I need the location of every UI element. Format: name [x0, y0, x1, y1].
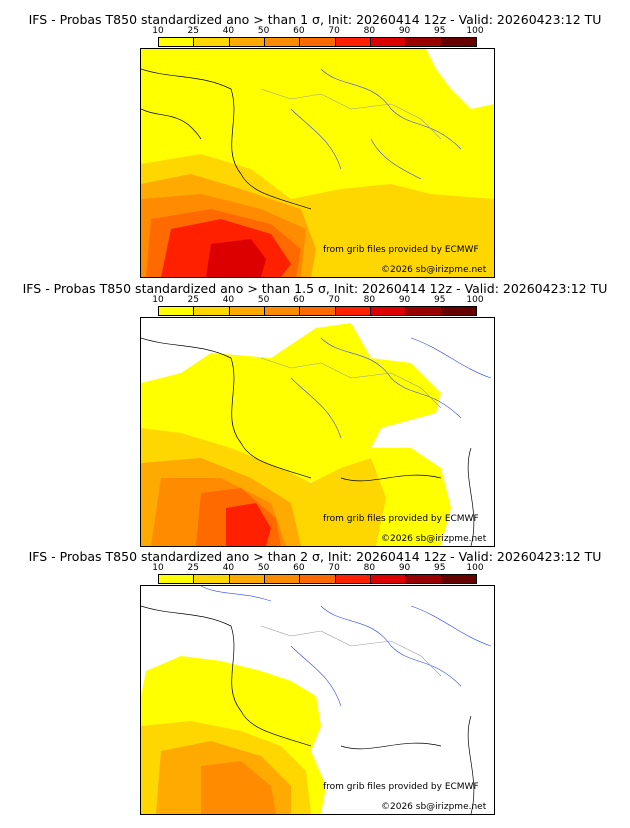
colorbar-tick-label: 25: [187, 563, 199, 573]
colorbar-segment: [264, 38, 301, 46]
colorbar-segment: [335, 38, 371, 46]
probability-map[interactable]: from grib files provided by ECMWF ©2026 …: [140, 48, 495, 278]
colorbar-segment: [406, 38, 442, 46]
colorbar-segment: [370, 307, 407, 315]
colorbar-segment: [159, 307, 195, 315]
colorbar-segment: [441, 307, 476, 315]
colorbar-tick-label: 100: [466, 295, 484, 305]
colorbar-segment: [194, 307, 230, 315]
source-credit: from grib files provided by ECMWF: [323, 245, 479, 255]
colorbar-tick-label: 40: [222, 563, 235, 573]
colorbar-tick-label: 25: [187, 295, 199, 305]
colorbar-segment: [335, 307, 371, 315]
panel-title: IFS - Probas T850 standardized ano > tha…: [22, 281, 608, 296]
panel-2sigma: IFS - Probas T850 standardized ano > tha…: [0, 549, 630, 819]
panel-title: IFS - Probas T850 standardized ano > tha…: [28, 12, 602, 27]
colorbar-tick-label: 10: [152, 295, 164, 305]
colorbar-tick-label: 40: [222, 295, 235, 305]
copyright-credit: ©2026 sb@irizpme.net: [381, 802, 487, 812]
colorbar-segment: [406, 575, 442, 583]
colorbar-tick-label: 10: [152, 563, 164, 573]
colorbar-tick-label: 50: [257, 563, 270, 573]
colorbar-segment: [370, 575, 407, 583]
colorbar-segment: [194, 575, 230, 583]
colorbar-tick-label: 40: [222, 26, 235, 36]
colorbar-tick-label: 80: [363, 563, 376, 573]
colorbar-ticks: 10 25 40 50 60 70 80 90 95 100: [152, 295, 483, 305]
colorbar-segment: [441, 38, 476, 46]
colorbar-segment: [441, 575, 476, 583]
colorbar-segment: [406, 307, 442, 315]
colorbar-segment: [370, 38, 407, 46]
colorbar-tick-label: 50: [257, 295, 270, 305]
colorbar-tick-label: 80: [363, 26, 376, 36]
source-credit: from grib files provided by ECMWF: [323, 782, 479, 792]
colorbar-legend: [158, 306, 477, 316]
colorbar-tick-label: 100: [466, 26, 484, 36]
colorbar-ticks: 10 25 40 50 60 70 80 90 95 100: [152, 563, 483, 573]
colorbar-tick-label: 25: [187, 26, 199, 36]
panel-1sigma: IFS - Probas T850 standardized ano > tha…: [0, 12, 630, 282]
colorbar-tick-label: 60: [293, 295, 305, 305]
colorbar-segment: [300, 575, 336, 583]
source-credit: from grib files provided by ECMWF: [323, 514, 479, 524]
colorbar-tick-label: 90: [398, 563, 411, 573]
colorbar-legend: [158, 574, 477, 584]
probability-map[interactable]: from grib files provided by ECMWF ©2026 …: [140, 585, 495, 815]
panel-title: IFS - Probas T850 standardized ano > tha…: [28, 549, 602, 564]
colorbar-segment: [159, 38, 195, 46]
colorbar-segment: [300, 307, 336, 315]
colorbar-segment: [229, 307, 265, 315]
panel-1-5sigma: IFS - Probas T850 standardized ano > tha…: [0, 281, 630, 551]
colorbar-tick-label: 100: [466, 563, 484, 573]
colorbar-tick-label: 95: [434, 26, 446, 36]
colorbar-segment: [335, 575, 371, 583]
colorbar-tick-label: 90: [398, 295, 411, 305]
colorbar-tick-label: 70: [328, 26, 340, 36]
colorbar-tick-label: 70: [328, 563, 340, 573]
copyright-credit: ©2026 sb@irizpme.net: [381, 265, 487, 275]
copyright-credit: ©2026 sb@irizpme.net: [381, 534, 487, 544]
colorbar-segment: [264, 307, 301, 315]
colorbar-segment: [264, 575, 301, 583]
colorbar-tick-label: 70: [328, 295, 340, 305]
colorbar-tick-label: 10: [152, 26, 164, 36]
colorbar-segment: [194, 38, 230, 46]
colorbar-legend: [158, 37, 477, 47]
colorbar-tick-label: 80: [363, 295, 376, 305]
colorbar-tick-label: 50: [257, 26, 270, 36]
colorbar-tick-label: 95: [434, 295, 446, 305]
colorbar-ticks: 10 25 40 50 60 70 80 90 95 100: [152, 26, 483, 36]
colorbar-tick-label: 90: [398, 26, 411, 36]
probability-map[interactable]: from grib files provided by ECMWF ©2026 …: [140, 317, 495, 547]
colorbar-segment: [159, 575, 195, 583]
colorbar-tick-label: 60: [293, 563, 305, 573]
colorbar-segment: [229, 575, 265, 583]
colorbar-segment: [300, 38, 336, 46]
colorbar-tick-label: 60: [293, 26, 305, 36]
colorbar-segment: [229, 38, 265, 46]
colorbar-tick-label: 95: [434, 563, 446, 573]
